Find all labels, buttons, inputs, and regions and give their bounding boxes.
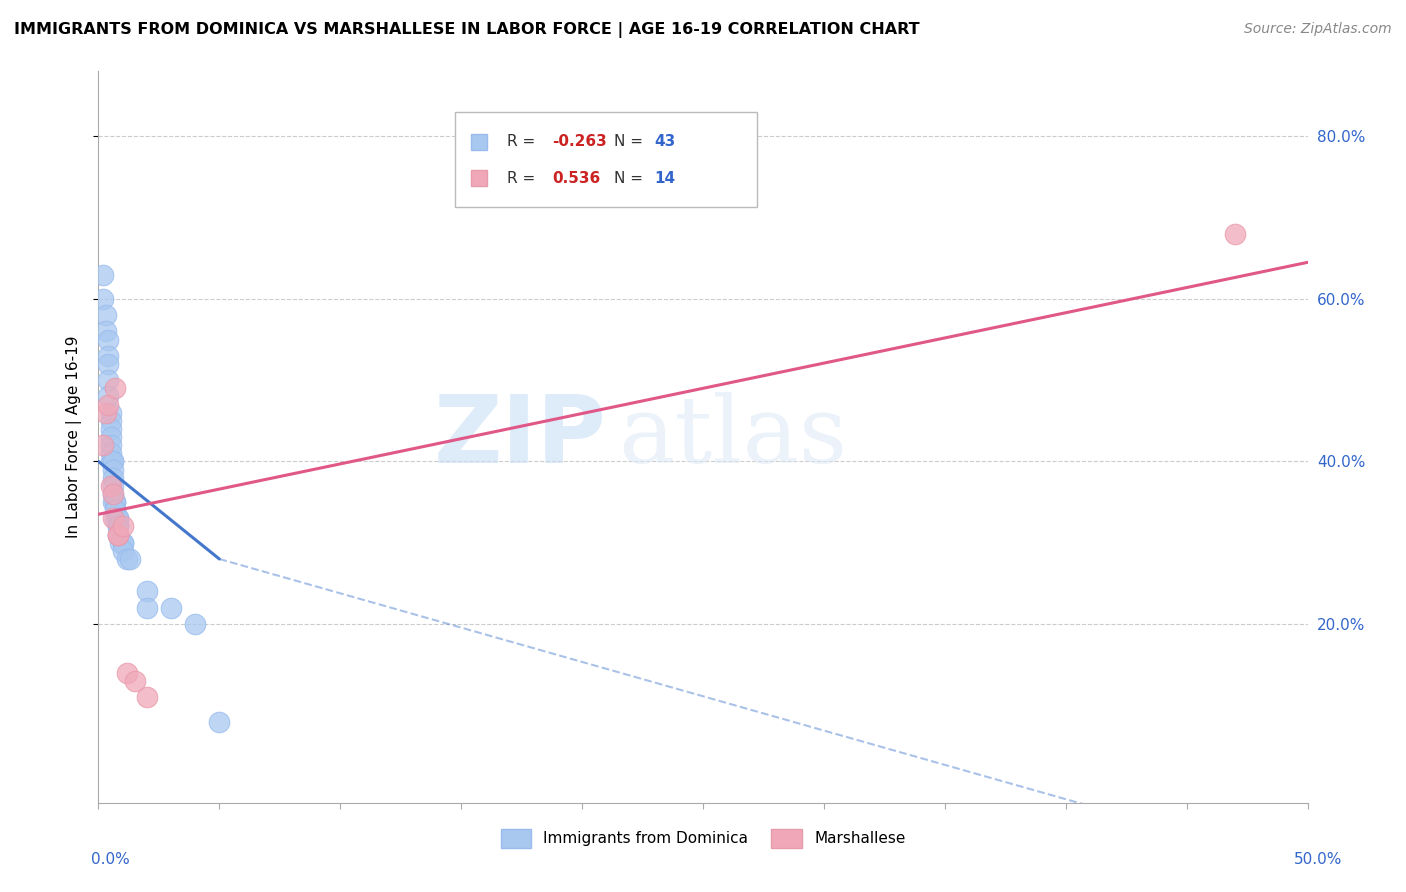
Point xyxy=(101,495,124,509)
Point xyxy=(100,414,122,428)
Text: IMMIGRANTS FROM DOMINICA VS MARSHALLESE IN LABOR FORCE | AGE 16-19 CORRELATION C: IMMIGRANTS FROM DOMINICA VS MARSHALLESE … xyxy=(14,22,920,38)
Point xyxy=(107,527,129,541)
Text: 0.536: 0.536 xyxy=(551,171,600,186)
Point xyxy=(91,438,114,452)
Point xyxy=(91,292,114,306)
Text: 50.0%: 50.0% xyxy=(1295,852,1343,867)
Point xyxy=(104,381,127,395)
Point xyxy=(1223,227,1246,241)
Point xyxy=(111,519,134,533)
Point xyxy=(135,690,157,705)
Point xyxy=(107,511,129,525)
Point xyxy=(97,349,120,363)
Point xyxy=(104,495,127,509)
Point xyxy=(101,454,124,468)
Point xyxy=(104,495,127,509)
Point xyxy=(100,422,122,436)
Point xyxy=(108,535,131,549)
Point xyxy=(160,600,183,615)
Point xyxy=(104,511,127,525)
Point xyxy=(208,714,231,729)
Point xyxy=(94,325,117,339)
Point xyxy=(101,511,124,525)
Point xyxy=(97,357,120,371)
Point xyxy=(107,527,129,541)
Text: N =: N = xyxy=(613,171,647,186)
Text: ZIP: ZIP xyxy=(433,391,606,483)
Point xyxy=(111,535,134,549)
Point xyxy=(107,527,129,541)
Point xyxy=(94,406,117,420)
Point xyxy=(100,446,122,460)
Text: R =: R = xyxy=(508,171,546,186)
Point xyxy=(118,552,141,566)
Legend: Immigrants from Dominica, Marshallese: Immigrants from Dominica, Marshallese xyxy=(495,822,911,854)
Point xyxy=(97,373,120,387)
Text: 14: 14 xyxy=(655,171,676,186)
Point xyxy=(117,665,139,680)
Point xyxy=(104,503,127,517)
Point xyxy=(97,389,120,403)
Text: 0.0%: 0.0% xyxy=(91,852,131,867)
Text: atlas: atlas xyxy=(619,392,848,482)
Text: R =: R = xyxy=(508,134,540,149)
Point xyxy=(101,454,124,468)
Point xyxy=(107,519,129,533)
Point xyxy=(117,552,139,566)
Text: N =: N = xyxy=(613,134,647,149)
Point xyxy=(100,454,122,468)
Text: -0.263: -0.263 xyxy=(551,134,606,149)
Point xyxy=(97,398,120,412)
Point xyxy=(135,600,157,615)
Point xyxy=(124,673,146,688)
Point xyxy=(107,511,129,525)
Y-axis label: In Labor Force | Age 16-19: In Labor Force | Age 16-19 xyxy=(66,335,83,539)
Point xyxy=(111,544,134,558)
Point xyxy=(100,438,122,452)
Point xyxy=(101,487,124,501)
Point xyxy=(101,479,124,493)
Point xyxy=(100,479,122,493)
Point xyxy=(97,333,120,347)
Point xyxy=(91,268,114,282)
Point xyxy=(111,535,134,549)
Point xyxy=(94,308,117,322)
Point xyxy=(135,584,157,599)
Text: Source: ZipAtlas.com: Source: ZipAtlas.com xyxy=(1244,22,1392,37)
Point xyxy=(100,406,122,420)
FancyBboxPatch shape xyxy=(456,112,758,207)
Point xyxy=(107,519,129,533)
Point xyxy=(101,487,124,501)
Point xyxy=(101,462,124,476)
Point xyxy=(101,471,124,485)
Point xyxy=(100,430,122,444)
Text: 43: 43 xyxy=(655,134,676,149)
Point xyxy=(184,617,207,632)
